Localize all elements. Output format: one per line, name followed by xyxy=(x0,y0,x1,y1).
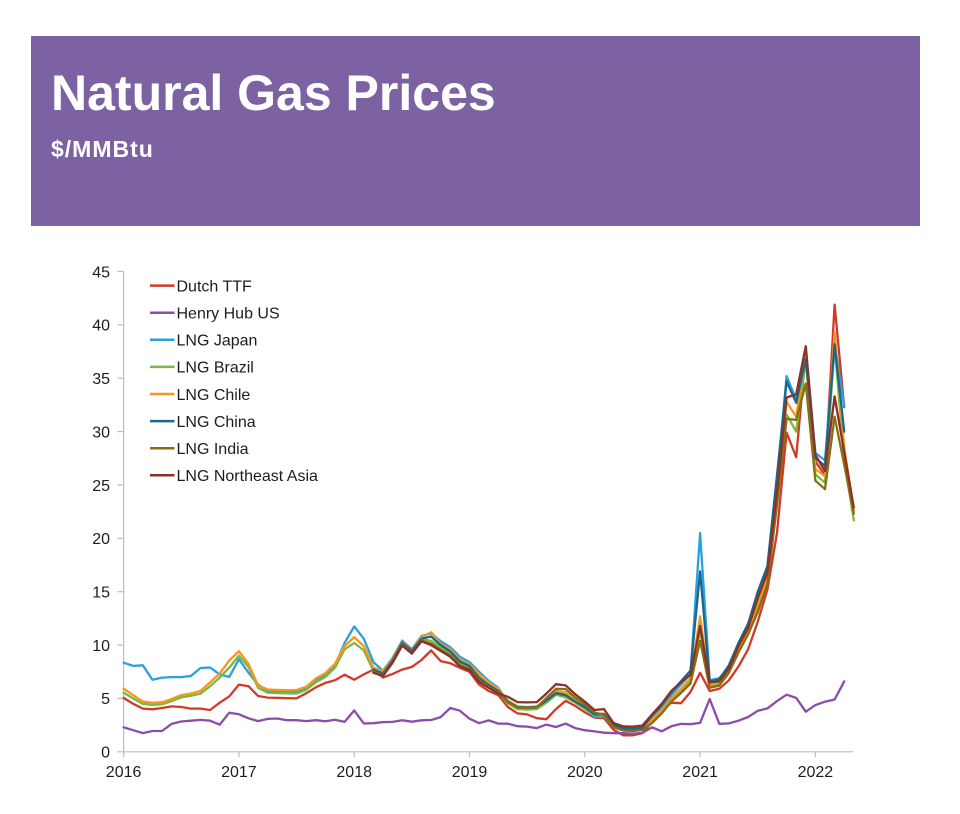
svg-text:25: 25 xyxy=(92,478,110,495)
svg-text:LNG Japan: LNG Japan xyxy=(177,333,258,350)
svg-text:20: 20 xyxy=(92,531,110,548)
svg-text:2018: 2018 xyxy=(336,764,372,781)
svg-text:40: 40 xyxy=(92,318,110,335)
svg-text:2020: 2020 xyxy=(567,764,603,781)
svg-text:5: 5 xyxy=(101,691,110,708)
svg-text:2017: 2017 xyxy=(221,764,257,781)
svg-text:35: 35 xyxy=(92,371,110,388)
svg-text:10: 10 xyxy=(92,638,110,655)
svg-text:LNG Northeast Asia: LNG Northeast Asia xyxy=(177,468,319,485)
svg-text:Dutch TTF: Dutch TTF xyxy=(177,278,253,295)
svg-text:15: 15 xyxy=(92,585,110,602)
svg-text:2016: 2016 xyxy=(106,764,142,781)
svg-text:2022: 2022 xyxy=(798,764,834,781)
svg-text:2021: 2021 xyxy=(682,764,718,781)
svg-text:30: 30 xyxy=(92,424,110,441)
svg-text:45: 45 xyxy=(92,264,110,281)
svg-text:LNG China: LNG China xyxy=(177,414,256,431)
svg-text:LNG Chile: LNG Chile xyxy=(177,387,251,404)
svg-text:LNG Brazil: LNG Brazil xyxy=(177,360,254,377)
svg-text:Henry Hub US: Henry Hub US xyxy=(177,306,280,323)
svg-text:0: 0 xyxy=(101,745,110,762)
svg-text:2019: 2019 xyxy=(452,764,488,781)
svg-text:LNG India: LNG India xyxy=(177,441,249,458)
